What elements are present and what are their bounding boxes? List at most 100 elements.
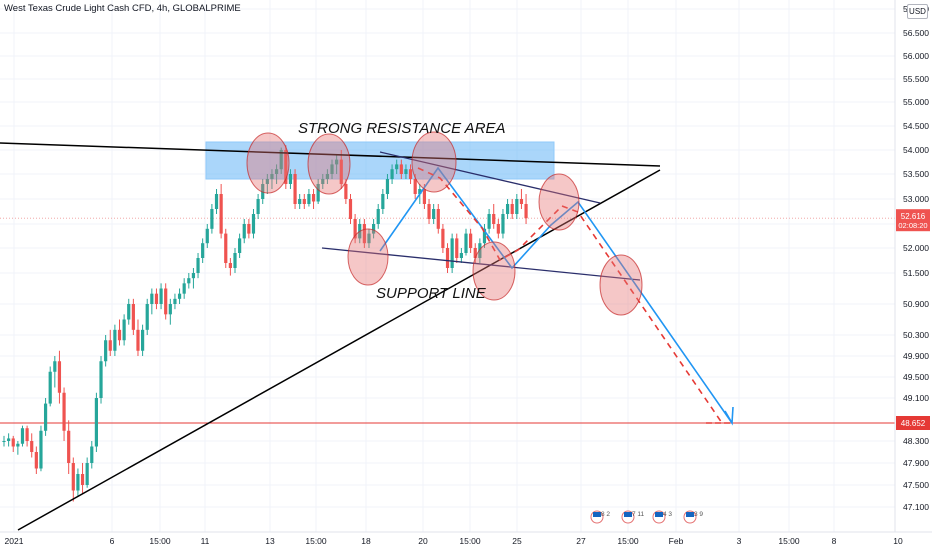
- time-tick-label: 8: [832, 536, 837, 546]
- candle: [261, 179, 265, 204]
- event-badge[interactable]: 3 9: [683, 510, 703, 524]
- highlight-circle: [246, 132, 290, 194]
- candle-body: [270, 174, 274, 179]
- candle: [76, 468, 80, 496]
- candle-body: [20, 428, 25, 444]
- price-tick-label: 48.300: [903, 436, 929, 446]
- candle: [505, 199, 510, 219]
- badge-text: 8 2: [601, 511, 610, 518]
- time-tick-label: 25: [512, 536, 522, 546]
- level-price-label: 48.652: [901, 419, 926, 428]
- time-axis[interactable]: 2021 6 15:00 11 13 15:00 18 20 15:00 25 27 15:00 Feb…: [0, 531, 932, 546]
- candle-body: [145, 304, 149, 330]
- candle-body: [298, 199, 302, 204]
- resistance-label: STRONG RESISTANCE AREA: [298, 120, 506, 137]
- event-badge[interactable]: 4 3: [652, 510, 672, 524]
- candle-body: [122, 319, 126, 341]
- candle-body: [515, 199, 519, 214]
- candle-body: [418, 189, 422, 194]
- candle-body: [164, 288, 168, 315]
- candle-body: [127, 304, 131, 320]
- projection-path: [379, 166, 733, 424]
- candle: [214, 189, 219, 214]
- candle-body: [395, 164, 399, 170]
- candle: [408, 164, 413, 184]
- candle: [113, 324, 117, 356]
- candle-body: [492, 214, 496, 224]
- candle: [353, 214, 357, 244]
- candle-body: [261, 184, 265, 199]
- candle: [376, 204, 380, 229]
- candle-body: [173, 298, 177, 304]
- candle-body: [201, 243, 205, 258]
- candle-body: [325, 174, 329, 179]
- price-tick-label: 53.000: [903, 194, 929, 204]
- highlight-circle: [472, 241, 516, 301]
- candle: [25, 425, 29, 447]
- candle-body: [62, 392, 66, 431]
- candle: [210, 204, 214, 234]
- currency-button[interactable]: USD: [907, 4, 928, 19]
- candle: [117, 319, 122, 346]
- time-tick-label: 15:00: [778, 536, 800, 546]
- price-tick-label: 49.900: [903, 351, 929, 361]
- candle: [67, 420, 71, 474]
- candle-body: [94, 398, 98, 447]
- candle: [335, 154, 339, 174]
- candle-body: [372, 224, 376, 234]
- candle: [104, 335, 108, 367]
- candle: [34, 446, 38, 474]
- candle: [196, 253, 200, 279]
- candle: [501, 209, 505, 239]
- candle-body: [159, 288, 163, 304]
- candle-body: [390, 169, 394, 179]
- candle-body: [307, 194, 311, 204]
- candle: [464, 228, 468, 256]
- candle: [482, 224, 487, 248]
- candle-body: [408, 169, 413, 179]
- price-axis[interactable]: 47.100 47.500 47.900 48.300 49.100 49.500 49.9…: [894, 0, 932, 550]
- candle-body: [187, 278, 191, 284]
- candle-body: [80, 474, 85, 485]
- highlight-circle: [411, 131, 457, 193]
- event-badge[interactable]: 8 2: [590, 510, 610, 524]
- candle: [80, 463, 85, 494]
- candle-body: [108, 340, 112, 351]
- candle: [11, 435, 15, 452]
- candle-body: [455, 238, 459, 258]
- candle: [191, 268, 196, 289]
- candle-body: [39, 430, 43, 469]
- candle-body: [233, 253, 237, 268]
- candle-body: [251, 214, 256, 234]
- candle: [441, 224, 445, 253]
- event-badge[interactable]: 7 11: [621, 510, 645, 524]
- candle-body: [256, 199, 260, 214]
- candle-body: [510, 204, 514, 214]
- candle: [48, 366, 52, 407]
- symbol-title: West Texas Crude Light Cash CFD, 4h, GLO…: [4, 3, 241, 14]
- candle-body: [90, 446, 94, 463]
- candle: [455, 233, 459, 263]
- price-tick-label: 49.100: [903, 393, 929, 403]
- candle: [238, 233, 242, 258]
- candle: [108, 329, 112, 356]
- candle-body: [34, 452, 38, 469]
- price-tick-label: 52.000: [903, 243, 929, 253]
- candle: [274, 164, 279, 184]
- candle-body: [25, 428, 29, 441]
- event-badges[interactable]: 8 2 7 11 4 3 3 9: [590, 510, 703, 524]
- candle: [385, 174, 390, 199]
- candle-body: [478, 243, 482, 258]
- candle: [432, 204, 436, 224]
- candle-body: [11, 438, 15, 447]
- candle-body: [385, 179, 390, 194]
- candle-body: [335, 159, 339, 165]
- candle-body: [196, 258, 200, 273]
- candle: [20, 425, 25, 447]
- candle-body: [501, 214, 505, 234]
- candle-body: [76, 474, 80, 491]
- price-level-line: [0, 217, 895, 424]
- candle-body: [469, 233, 473, 248]
